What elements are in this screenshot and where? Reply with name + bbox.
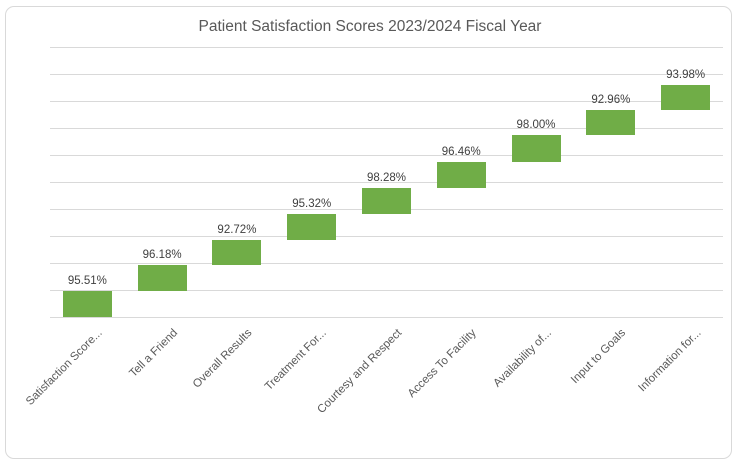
bar-5: [362, 187, 411, 215]
gridline: [50, 74, 723, 75]
x-axis-category-label: Input to Goals: [569, 327, 629, 387]
bar-6: [436, 161, 486, 188]
bar-8: [586, 110, 636, 136]
bar-value-label: 98.00%: [516, 119, 556, 132]
bar-value-label: 98.28%: [366, 171, 406, 184]
x-axis-category-label: Treatment For...: [263, 327, 330, 394]
x-axis-category-label: Overall Results: [190, 327, 255, 391]
x-axis-category-label: Information for...: [635, 327, 704, 395]
gridline: [50, 236, 723, 237]
x-axis-category-label: Satisfaction Score...: [24, 327, 105, 408]
bar-value-label: 95.51%: [67, 275, 107, 288]
chart-frame: [5, 6, 732, 459]
bar-3: [212, 240, 262, 266]
x-axis-category-label: Availability of...: [490, 327, 554, 390]
x-axis-category-label: Courtesy and Respect: [315, 327, 404, 416]
bar-2: [137, 265, 187, 292]
gridline: [50, 290, 723, 291]
bar-value-label: 96.46%: [441, 145, 481, 158]
chart-title: Patient Satisfaction Scores 2023/2024 Fi…: [198, 18, 542, 35]
bar-1: [62, 291, 112, 317]
x-axis-category-label: Access To Facility: [405, 327, 479, 400]
bar-value-label: 95.32%: [292, 198, 332, 211]
bar-9: [661, 84, 711, 111]
x-axis-category-label: Tell a Friend: [126, 327, 180, 380]
bar-value-label: 92.72%: [217, 224, 257, 237]
gridline: [50, 47, 723, 48]
gridline: [50, 317, 723, 318]
bar-value-label: 93.98%: [666, 68, 706, 81]
bar-7: [511, 135, 561, 162]
gridline: [50, 155, 723, 156]
gridline: [50, 263, 723, 264]
bar-value-label: 96.18%: [142, 249, 182, 262]
gridline: [50, 182, 723, 183]
bar-4: [287, 214, 337, 241]
gridline: [50, 101, 723, 102]
gridline: [50, 128, 723, 129]
bar-value-label: 92.96%: [591, 94, 631, 107]
